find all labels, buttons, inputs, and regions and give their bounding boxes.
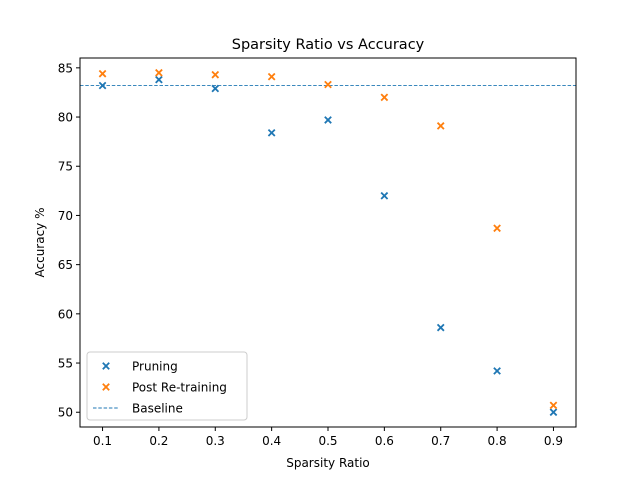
x-tick-label: 0.4	[262, 434, 281, 448]
post-re-training-point	[436, 122, 445, 130]
data-markers	[98, 68, 558, 417]
x-axis: 0.1 0.2 0.3 0.4 0.5 0.6 0.7 0.8 0.9	[93, 427, 563, 448]
legend: Pruning Post Re-training Baseline	[86, 351, 248, 421]
x-tick-label: 0.1	[93, 434, 112, 448]
series-post-re-training	[98, 68, 558, 410]
legend-box	[86, 351, 248, 421]
x-axis-title: Sparsity Ratio	[286, 456, 370, 470]
chart-title: Sparsity Ratio vs Accuracy	[232, 37, 425, 53]
pruning-point	[493, 367, 501, 375]
legend-label: Baseline	[132, 402, 183, 416]
post-re-training-point	[380, 93, 389, 102]
pruning-point	[211, 84, 220, 93]
y-tick-label: 60	[58, 307, 73, 321]
x-tick-label: 0.2	[149, 434, 168, 448]
y-tick-label: 70	[58, 209, 73, 223]
post-re-training-point	[549, 401, 558, 410]
legend-marker	[102, 383, 110, 391]
pruning-point	[380, 191, 389, 200]
x-tick-label: 0.8	[488, 434, 507, 448]
y-tick-label: 85	[58, 61, 73, 75]
y-tick-label: 80	[58, 111, 73, 125]
post-re-training-point	[493, 224, 501, 233]
y-tick-label: 55	[58, 357, 73, 371]
legend-label: Pruning	[132, 360, 178, 374]
x-tick-label: 0.5	[318, 434, 337, 448]
y-axis: 50 55 60 65 70 75 80 85	[58, 61, 80, 420]
x-tick-label: 0.3	[206, 434, 225, 448]
pruning-point	[155, 75, 163, 84]
y-axis-title: Accuracy %	[33, 207, 47, 277]
series-pruning	[98, 75, 558, 417]
x-tick-label: 0.7	[431, 434, 450, 448]
legend-item-pruning: Pruning	[102, 360, 178, 374]
legend-label: Post Re-training	[132, 381, 227, 395]
pruning-point	[267, 128, 276, 137]
y-tick-label: 65	[58, 258, 73, 272]
pruning-point	[324, 116, 332, 124]
post-re-training-point	[324, 80, 332, 89]
pruning-point	[549, 408, 558, 417]
legend-item-baseline: Baseline	[93, 402, 183, 416]
x-tick-label: 0.9	[544, 434, 563, 448]
post-re-training-point	[155, 68, 163, 77]
post-re-training-point	[98, 69, 107, 78]
pruning-point	[98, 81, 107, 90]
y-tick-label: 75	[58, 160, 73, 174]
x-tick-label: 0.6	[375, 434, 394, 448]
plot-frame	[79, 57, 577, 428]
y-tick-label: 50	[58, 406, 73, 420]
pruning-point	[436, 323, 445, 332]
legend-item-post-re-training: Post Re-training	[102, 381, 227, 395]
legend-marker	[102, 362, 110, 370]
post-re-training-point	[267, 72, 276, 81]
post-re-training-point	[211, 70, 220, 79]
